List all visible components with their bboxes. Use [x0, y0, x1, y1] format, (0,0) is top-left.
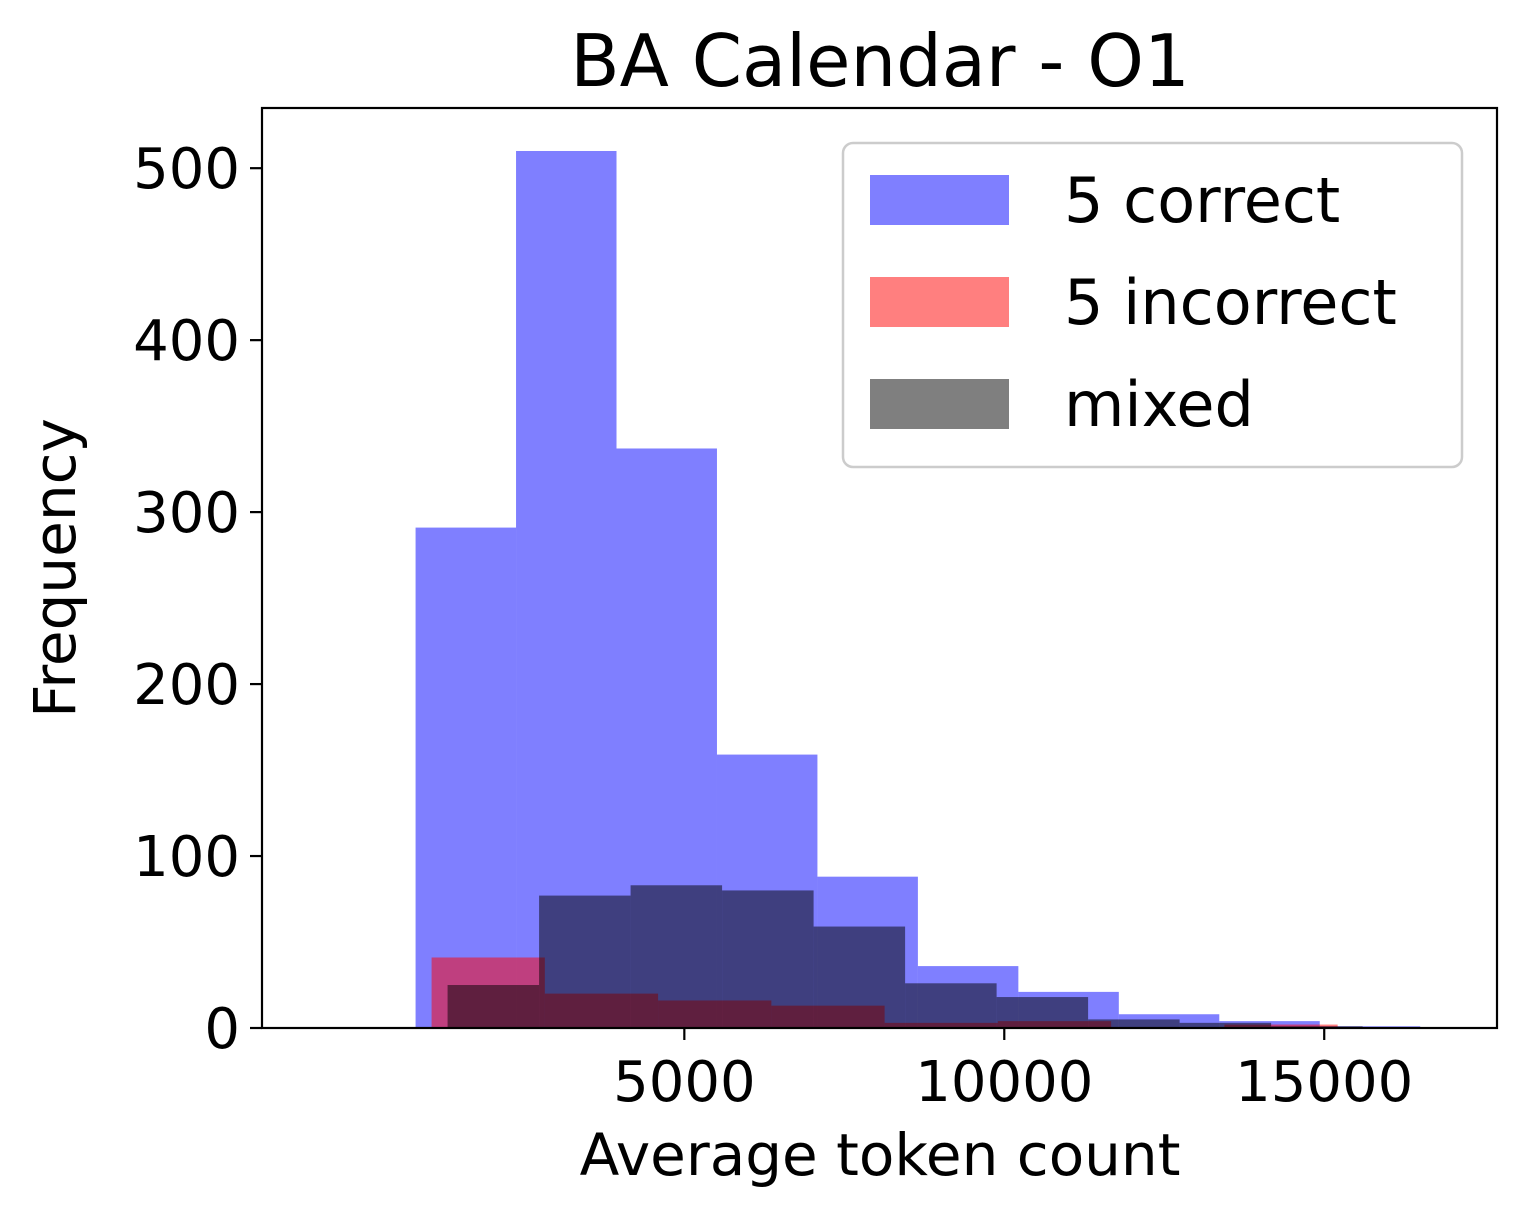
chart-title: BA Calendar - O1: [570, 19, 1190, 103]
histogram-bar: [630, 885, 723, 1028]
series-mixed: [447, 885, 1363, 1028]
y-tick-label: 300: [133, 481, 240, 546]
legend-swatch: [870, 175, 1009, 225]
y-tick-label: 0: [204, 997, 240, 1062]
legend-label: mixed: [1064, 368, 1254, 441]
x-axis-ticks: 5000 10000 15000: [613, 1028, 1413, 1115]
y-axis-ticks: 0 100 200 300 400 500: [133, 137, 262, 1062]
x-tick-label: 15000: [1235, 1050, 1413, 1115]
x-axis-label: Average token count: [580, 1121, 1181, 1189]
x-tick-label: 10000: [915, 1050, 1093, 1115]
histogram-bar: [1179, 1022, 1272, 1028]
y-tick-label: 100: [133, 825, 240, 890]
y-axis-label: Frequency: [21, 418, 89, 718]
histogram-bar: [722, 890, 814, 1028]
histogram-bar: [539, 895, 631, 1028]
legend: 5 correct 5 incorrect mixed: [841, 141, 1464, 469]
histogram-bar: [996, 997, 1089, 1028]
histogram-bar: [447, 985, 540, 1028]
histogram-bar: [1088, 1019, 1180, 1028]
histogram-bar: [516, 150, 617, 1028]
y-tick-label: 200: [133, 653, 240, 718]
histogram-bar: [905, 983, 997, 1028]
y-tick-label: 500: [133, 137, 240, 202]
histogram-bar: [415, 527, 517, 1028]
x-tick-label: 5000: [613, 1050, 756, 1115]
y-tick-label: 400: [133, 309, 240, 374]
histogram-bar: [813, 926, 906, 1028]
plot-frame: [260, 106, 1499, 1030]
plot-area: 5000 10000 15000 0 100 200 300 400 500: [133, 106, 1499, 1115]
legend-swatch: [870, 379, 1009, 429]
histogram-bars: [415, 150, 1421, 1029]
legend-label: 5 incorrect: [1064, 266, 1397, 339]
legend-label: 5 correct: [1064, 164, 1340, 237]
legend-swatch: [870, 277, 1009, 327]
